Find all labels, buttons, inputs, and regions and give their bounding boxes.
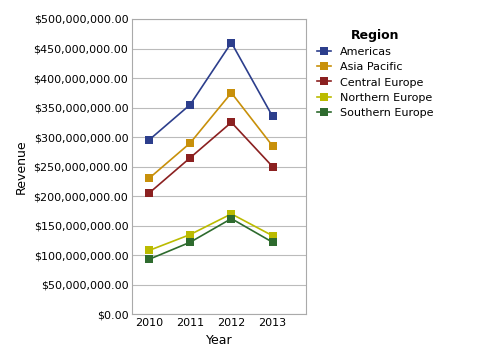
Legend: Americas, Asia Pacific, Central Europe, Northern Europe, Southern Europe: Americas, Asia Pacific, Central Europe, …	[312, 25, 437, 123]
Americas	[269, 114, 275, 119]
Southern Europe	[228, 216, 234, 221]
Asia Pacific	[228, 90, 234, 95]
Central Europe	[146, 191, 151, 195]
Northern Europe	[269, 233, 275, 238]
Central Europe	[187, 156, 193, 160]
Central Europe	[269, 164, 275, 169]
Southern Europe	[269, 240, 275, 244]
Asia Pacific	[146, 176, 151, 181]
Central Europe	[228, 120, 234, 125]
X-axis label: Year: Year	[205, 334, 232, 347]
Y-axis label: Revenue: Revenue	[15, 139, 28, 194]
Line: Americas: Americas	[145, 38, 276, 144]
Line: Southern Europe: Southern Europe	[145, 214, 276, 264]
Northern Europe	[228, 212, 234, 216]
Southern Europe	[187, 240, 193, 244]
Americas	[187, 102, 193, 107]
Asia Pacific	[187, 141, 193, 145]
Northern Europe	[187, 232, 193, 237]
Asia Pacific	[269, 144, 275, 148]
Americas	[146, 138, 151, 142]
Southern Europe	[146, 257, 151, 261]
Line: Northern Europe: Northern Europe	[145, 210, 276, 254]
Americas	[228, 41, 234, 45]
Line: Asia Pacific: Asia Pacific	[145, 89, 276, 182]
Line: Central Europe: Central Europe	[145, 118, 276, 197]
Northern Europe	[146, 248, 151, 253]
